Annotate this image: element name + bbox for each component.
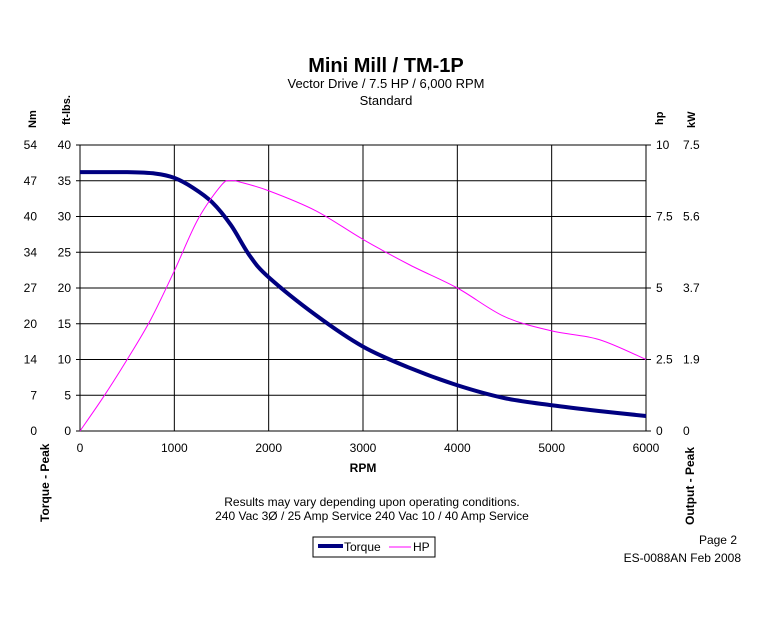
note-line-1: Results may vary depending upon operatin… <box>224 495 520 509</box>
x-tick-label: 5000 <box>538 441 565 455</box>
x-tick-label: 3000 <box>350 441 377 455</box>
nm-tick-label: 40 <box>24 210 38 224</box>
note-line-2: 240 Vac 3Ø / 25 Amp Service 240 Vac 10 /… <box>215 509 529 523</box>
nm-tick-label: 20 <box>24 317 38 331</box>
ftlbs-tick-label: 5 <box>64 388 71 402</box>
nm-unit-label: Nm <box>27 110 39 128</box>
ftlbs-tick-label: 15 <box>58 317 72 331</box>
x-tick-label: 6000 <box>633 441 660 455</box>
kw-tick-label: 5.6 <box>683 210 700 224</box>
legend: Torque HP <box>312 536 436 558</box>
chart-subtitle-1: Vector Drive / 7.5 HP / 6,000 RPM <box>287 76 484 91</box>
page-number: Page 2 <box>699 533 737 547</box>
legend-torque-label: Torque <box>344 540 381 554</box>
ftlbs-tick-label: 10 <box>58 353 72 367</box>
hp-tick-label: 5 <box>656 281 663 295</box>
x-tick-label: 4000 <box>444 441 471 455</box>
kw-unit-label: kW <box>686 111 698 128</box>
ftlbs-tick-label: 35 <box>58 174 72 188</box>
document-id: ES-0088AN Feb 2008 <box>624 551 742 565</box>
nm-tick-label: 7 <box>30 388 37 402</box>
x-tick-label: 2000 <box>255 441 282 455</box>
x-tick-label: 1000 <box>161 441 188 455</box>
chart-subtitle-2: Standard <box>360 93 413 108</box>
kw-tick-label: 1.9 <box>683 353 700 367</box>
nm-tick-label: 14 <box>24 353 38 367</box>
ftlbs-tick-label: 30 <box>58 210 72 224</box>
hp-unit-label: hp <box>654 111 666 125</box>
x-axis-label: RPM <box>350 461 377 475</box>
ftlbs-tick-label: 40 <box>58 138 72 152</box>
ftlbs-tick-label: 0 <box>64 424 71 438</box>
kw-tick-label: 7.5 <box>683 138 700 152</box>
hp-tick-label: 0 <box>656 424 663 438</box>
hp-series-line <box>79 180 647 432</box>
x-tick-label: 0 <box>77 441 84 455</box>
hp-tick-label: 2.5 <box>656 353 673 367</box>
nm-tick-label: 34 <box>24 245 38 259</box>
torque-series-line <box>79 170 647 418</box>
hp-tick-label: 7.5 <box>656 210 673 224</box>
hp-tick-label: 10 <box>656 138 670 152</box>
kw-tick-label: 0 <box>683 424 690 438</box>
nm-tick-label: 47 <box>24 174 38 188</box>
nm-tick-label: 54 <box>24 138 38 152</box>
nm-tick-label: 0 <box>30 424 37 438</box>
chart-title: Mini Mill / TM-1P <box>308 55 464 77</box>
legend-hp-label: HP <box>413 540 430 554</box>
ftlbs-unit-label: ft-lbs. <box>61 95 73 125</box>
right-axis-title: Output - Peak <box>683 447 697 525</box>
kw-tick-label: 3.7 <box>683 281 700 295</box>
left-axis-title: Torque - Peak <box>38 443 52 522</box>
nm-tick-label: 27 <box>24 281 38 295</box>
ftlbs-tick-label: 25 <box>58 245 72 259</box>
ftlbs-tick-label: 20 <box>58 281 72 295</box>
